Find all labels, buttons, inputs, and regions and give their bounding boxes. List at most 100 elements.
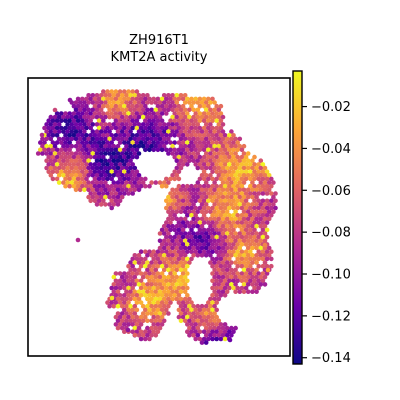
tissue-spot xyxy=(86,122,91,127)
tissue-spot xyxy=(111,274,117,280)
tissue-spot xyxy=(180,125,186,131)
tissue-spot xyxy=(214,140,219,145)
tissue-spot xyxy=(88,96,93,102)
tissue-spot xyxy=(212,107,217,113)
tissue-spot xyxy=(229,238,234,244)
tissue-spot xyxy=(229,260,234,265)
tissue-spot xyxy=(134,300,140,305)
tissue-spot xyxy=(161,136,167,142)
tissue-spot xyxy=(134,154,140,160)
tissue-spot xyxy=(119,107,125,113)
tissue-spot xyxy=(90,100,96,105)
tissue-spot xyxy=(122,293,127,298)
tissue-spot xyxy=(124,311,129,316)
tissue-spot xyxy=(222,329,228,335)
tissue-spot xyxy=(208,100,213,105)
tissue-spot xyxy=(199,136,205,142)
tissue-spot xyxy=(73,187,79,193)
tissue-spot xyxy=(210,140,215,145)
tissue-spot xyxy=(216,209,222,214)
tissue-spot xyxy=(157,129,163,134)
tissue-spot xyxy=(84,147,89,153)
tissue-spot xyxy=(96,118,102,123)
tissue-spot xyxy=(46,125,51,131)
tissue-spot xyxy=(140,107,146,113)
tissue-spot xyxy=(193,322,198,327)
tissue-spot xyxy=(254,231,259,236)
tissue-spot xyxy=(164,242,169,247)
tissue-spot xyxy=(155,140,161,145)
tissue-spot xyxy=(126,96,131,102)
tissue-spot xyxy=(136,122,142,127)
tissue-spot xyxy=(172,205,177,211)
tissue-spot xyxy=(168,227,173,233)
tissue-spot xyxy=(252,191,257,196)
tissue-spot xyxy=(199,158,205,163)
tissue-spot xyxy=(98,165,104,171)
tissue-spot xyxy=(73,143,79,149)
tissue-spot xyxy=(174,194,180,200)
tissue-spot xyxy=(189,118,194,123)
tissue-spot xyxy=(233,209,238,214)
tissue-spot xyxy=(243,191,249,196)
tissue-spot xyxy=(147,183,152,189)
tissue-spot xyxy=(210,125,215,131)
tissue-spot xyxy=(119,296,125,302)
tissue-spot xyxy=(134,125,140,131)
tissue-spot xyxy=(201,220,207,225)
tissue-spot xyxy=(266,187,272,193)
tissue-spot xyxy=(197,234,203,240)
tissue-spot xyxy=(122,111,127,116)
tissue-spot xyxy=(50,176,56,182)
tissue-spot xyxy=(145,93,150,98)
tissue-spot xyxy=(180,234,186,240)
tissue-spot xyxy=(113,198,119,204)
tissue-spot xyxy=(71,162,77,167)
tissue-spot xyxy=(214,249,219,254)
tissue-spot xyxy=(168,147,173,153)
tissue-spot xyxy=(166,274,171,280)
tissue-spot xyxy=(111,151,117,156)
tissue-spot xyxy=(212,194,217,200)
tissue-spot xyxy=(178,311,184,316)
tissue-spot xyxy=(147,118,152,123)
tissue-spot xyxy=(46,118,51,123)
tissue-spot xyxy=(164,249,169,254)
tissue-spot xyxy=(122,154,127,160)
tissue-spot xyxy=(168,293,173,298)
tissue-spot xyxy=(65,158,70,163)
tissue-spot xyxy=(134,118,140,123)
tissue-spot xyxy=(224,289,230,295)
tissue-spot xyxy=(117,198,123,204)
tissue-spot xyxy=(65,173,70,178)
tissue-spot xyxy=(208,187,213,193)
tissue-spot xyxy=(245,282,251,287)
tissue-spot xyxy=(170,260,175,265)
tissue-spot xyxy=(210,336,215,342)
tissue-spot xyxy=(206,191,211,196)
tissue-spot xyxy=(161,289,167,295)
tissue-spot xyxy=(239,256,245,262)
tissue-spot xyxy=(145,122,150,127)
tissue-spot xyxy=(260,198,266,204)
tissue-spot xyxy=(224,202,230,207)
tissue-spot xyxy=(161,231,167,236)
tissue-spot xyxy=(258,231,264,236)
tissue-spot xyxy=(252,220,257,225)
tissue-spot xyxy=(101,140,106,145)
tissue-spot xyxy=(195,187,201,193)
tissue-spot xyxy=(237,158,243,163)
tissue-spot xyxy=(248,183,253,189)
tissue-spot xyxy=(185,162,190,167)
tissue-spot xyxy=(222,198,228,204)
tissue-spot xyxy=(176,147,182,153)
tissue-spot xyxy=(69,122,75,127)
tissue-spot xyxy=(128,311,133,316)
tissue-spot xyxy=(138,256,144,262)
tissue-spot xyxy=(212,158,217,163)
tissue-spot xyxy=(256,183,262,189)
tissue-spot xyxy=(193,140,198,145)
tissue-spot xyxy=(210,285,215,291)
tissue-spot xyxy=(176,103,182,109)
tissue-spot xyxy=(245,151,251,156)
